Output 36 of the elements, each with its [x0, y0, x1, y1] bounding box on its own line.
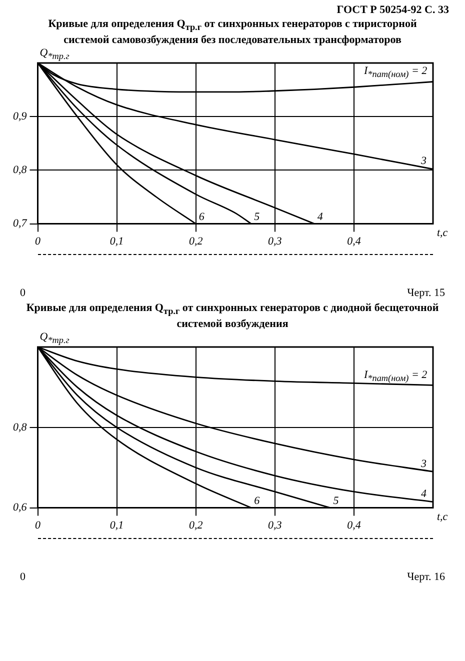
series-label: 4: [317, 210, 323, 223]
x-tick-label: 0,4: [347, 520, 362, 532]
chart-title: Кривые для определения Q$_{тр.г}$ от синхронных генераторов с тиристорной системой самовозбуждения без последовательных трансформаторов: [47, 18, 418, 48]
text: Черт. 16: [406, 571, 446, 584]
x-tick-label: 0,2: [188, 235, 204, 248]
x-axis-title: t,c: [437, 226, 448, 239]
chart-title: Кривые для определения Q$_{тр.г}$ от синхронных генераторов с диодной бесщеточной системой возбуждения: [26, 302, 439, 332]
text: 0: [19, 287, 26, 300]
y-tick-label: 0,9: [13, 110, 28, 123]
series-label: 5: [254, 210, 260, 223]
text: Черт. 15: [406, 287, 446, 300]
y-tick-label: 0,8: [13, 164, 28, 176]
text: 0: [19, 571, 26, 584]
x-tick-label: 0: [35, 520, 41, 532]
series-label: I$_{*пат(ном)}$ = 2: [364, 368, 428, 384]
series-label: 4: [421, 488, 426, 500]
series-label: I$_{*пат(ном)}$ = 2: [364, 64, 428, 80]
x-tick-label: 0,1: [110, 520, 124, 532]
text: ГОСТ Р 50254-92 С. 33: [336, 4, 449, 16]
x-axis-title: t,c: [437, 511, 448, 524]
series-label: 6: [254, 495, 260, 508]
x-tick-label: 0,2: [188, 520, 204, 532]
x-tick-label: 0,3: [268, 520, 282, 532]
series-label: 3: [421, 155, 426, 168]
y-axis-title: Q$_{*тр.г}$: [40, 331, 70, 347]
x-tick-label: 0,4: [347, 235, 362, 248]
x-tick-label: 0,1: [110, 235, 124, 248]
y-tick-label: 0,7: [13, 218, 28, 230]
series-label: 3: [421, 458, 426, 470]
x-tick-label: 0: [35, 235, 41, 248]
y-tick-label: 0,8: [13, 422, 28, 434]
series-label: 5: [333, 495, 339, 508]
y-axis-title: Q$_{*тр.г}$: [40, 47, 70, 62]
x-tick-label: 0,3: [268, 235, 282, 248]
y-tick-label: 0,6: [13, 502, 28, 514]
series-label: 6: [198, 210, 204, 223]
